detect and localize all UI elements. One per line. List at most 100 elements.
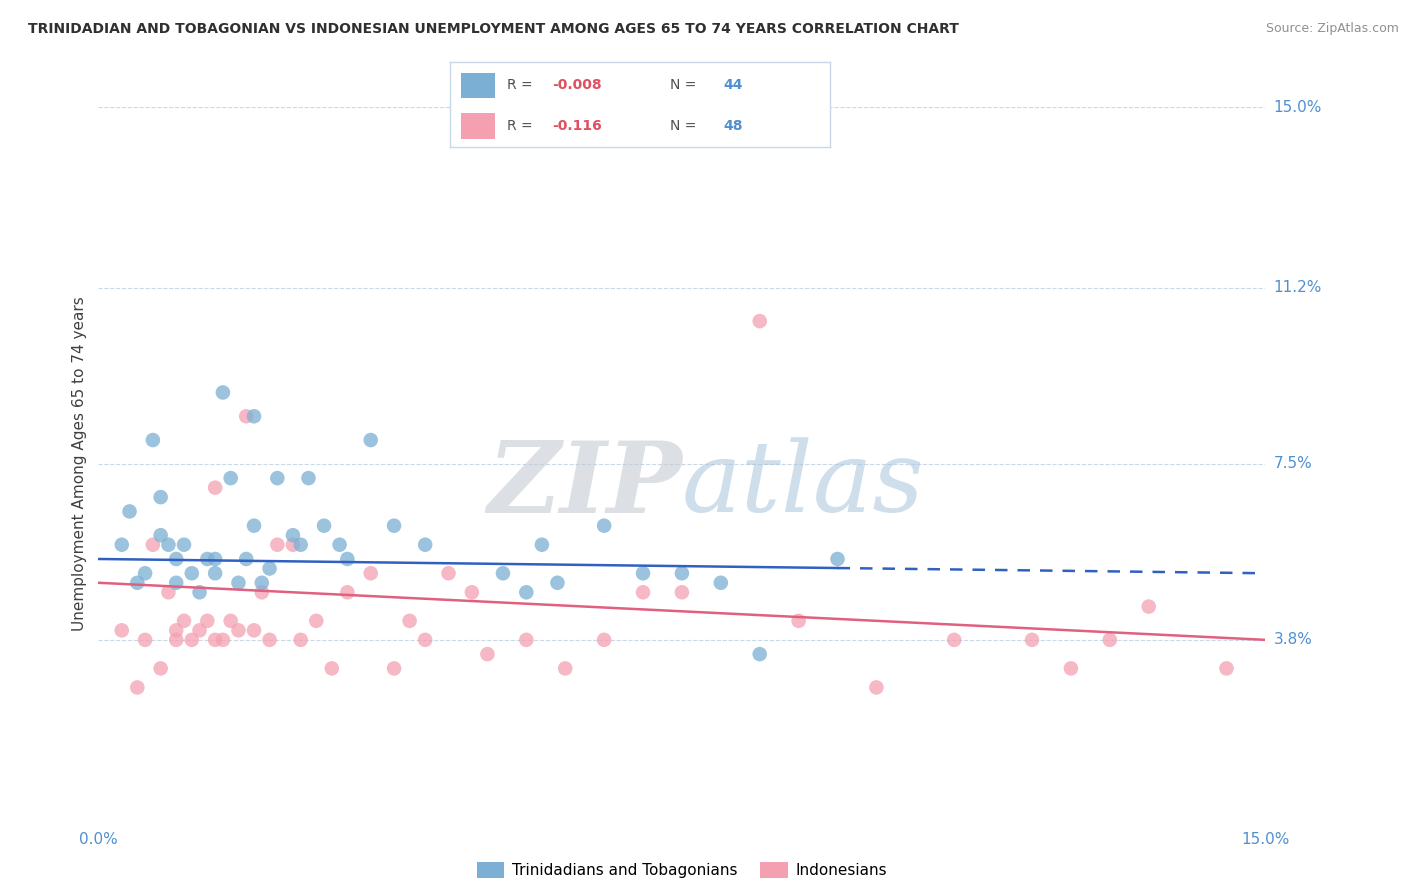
Point	[266, 471, 288, 485]
Point	[710, 575, 733, 590]
Text: N =: N =	[671, 119, 696, 133]
Point	[165, 632, 187, 647]
Point	[1021, 632, 1043, 647]
Point	[865, 681, 887, 695]
Point	[593, 518, 616, 533]
Text: 11.2%: 11.2%	[1274, 280, 1322, 295]
Point	[546, 575, 568, 590]
Point	[118, 504, 141, 518]
Text: 48: 48	[723, 119, 742, 133]
Text: N =: N =	[671, 78, 696, 92]
Point	[382, 518, 405, 533]
Point	[305, 614, 328, 628]
Y-axis label: Unemployment Among Ages 65 to 74 years: Unemployment Among Ages 65 to 74 years	[72, 296, 87, 632]
Point	[748, 314, 770, 328]
Point	[195, 614, 218, 628]
Point	[204, 481, 226, 495]
Point	[1215, 661, 1237, 675]
Point	[235, 552, 257, 566]
Bar	[461, 72, 495, 98]
Point	[212, 632, 235, 647]
Point	[413, 538, 436, 552]
Text: R =: R =	[508, 119, 533, 133]
Point	[243, 518, 266, 533]
Point	[748, 647, 770, 661]
Point	[180, 566, 202, 581]
Legend: Trinidadians and Tobagonians, Indonesians: Trinidadians and Tobagonians, Indonesian…	[471, 856, 893, 884]
Point	[219, 614, 242, 628]
Text: 7.5%: 7.5%	[1274, 457, 1312, 471]
Point	[188, 585, 211, 599]
Point	[398, 614, 420, 628]
Point	[235, 409, 257, 424]
Text: -0.116: -0.116	[553, 119, 602, 133]
Point	[297, 471, 319, 485]
Point	[477, 647, 499, 661]
Point	[165, 575, 187, 590]
Point	[149, 661, 172, 675]
Point	[157, 538, 180, 552]
Point	[165, 624, 187, 638]
Point	[250, 575, 273, 590]
Point	[157, 585, 180, 599]
Point	[530, 538, 553, 552]
Point	[492, 566, 515, 581]
Point	[1060, 661, 1083, 675]
Point	[266, 538, 288, 552]
Point	[173, 614, 195, 628]
Point	[290, 538, 312, 552]
Point	[142, 433, 165, 447]
Text: 44: 44	[723, 78, 742, 92]
Point	[219, 471, 242, 485]
Point	[631, 566, 654, 581]
Text: Source: ZipAtlas.com: Source: ZipAtlas.com	[1265, 22, 1399, 36]
Point	[142, 538, 165, 552]
Text: atlas: atlas	[682, 438, 925, 533]
Point	[329, 538, 352, 552]
Point	[554, 661, 576, 675]
Point	[515, 632, 537, 647]
Point	[787, 614, 810, 628]
Point	[281, 538, 304, 552]
Point	[134, 632, 156, 647]
Point	[437, 566, 460, 581]
Point	[360, 566, 382, 581]
Point	[281, 528, 304, 542]
Point	[165, 552, 187, 566]
Point	[149, 528, 172, 542]
Point	[593, 632, 616, 647]
Text: 3.8%: 3.8%	[1274, 632, 1313, 648]
Point	[228, 575, 250, 590]
Point	[290, 632, 312, 647]
Point	[336, 552, 359, 566]
Point	[149, 490, 172, 504]
Point	[204, 566, 226, 581]
Point	[336, 585, 359, 599]
Point	[671, 585, 693, 599]
Point	[360, 433, 382, 447]
Bar	[461, 113, 495, 139]
Point	[413, 632, 436, 647]
Text: TRINIDADIAN AND TOBAGONIAN VS INDONESIAN UNEMPLOYMENT AMONG AGES 65 TO 74 YEARS : TRINIDADIAN AND TOBAGONIAN VS INDONESIAN…	[28, 22, 959, 37]
Text: ZIP: ZIP	[486, 437, 682, 533]
Point	[204, 552, 226, 566]
Point	[204, 632, 226, 647]
Point	[243, 624, 266, 638]
Point	[195, 552, 218, 566]
Point	[212, 385, 235, 400]
Point	[134, 566, 156, 581]
Point	[250, 585, 273, 599]
Point	[127, 681, 149, 695]
Point	[827, 552, 849, 566]
Point	[173, 538, 195, 552]
Point	[188, 624, 211, 638]
Point	[943, 632, 966, 647]
Point	[228, 624, 250, 638]
Text: 15.0%: 15.0%	[1274, 100, 1322, 114]
Point	[111, 624, 134, 638]
Point	[243, 409, 266, 424]
Point	[382, 661, 405, 675]
Point	[1137, 599, 1160, 614]
Point	[259, 561, 281, 575]
Point	[1098, 632, 1121, 647]
